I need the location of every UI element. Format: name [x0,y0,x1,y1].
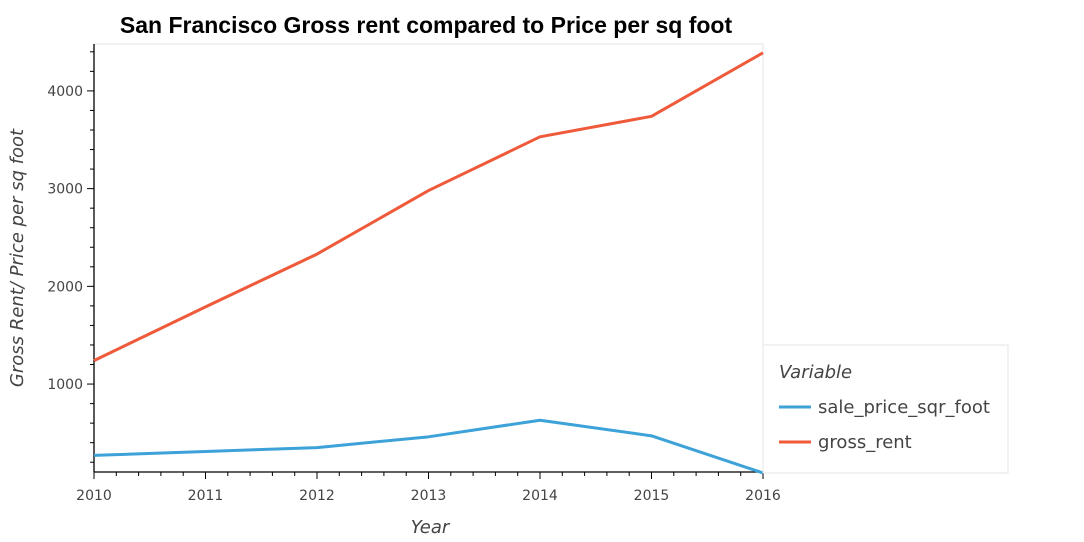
legend-label: gross_rent [818,432,912,453]
series-lines [93,51,764,475]
y-tick-label: 4000 [47,84,83,100]
x-axis-ticks: 2010 2011 2012 2013 2014 2015 2016 [76,472,781,504]
plot-area [93,43,764,473]
y-tick-label: 3000 [47,182,83,198]
series-line-gross-rent [93,51,764,362]
series-line-sale-price-sqr-foot [93,418,764,475]
x-axis-label: Year [411,517,451,538]
x-tick-label: 2010 [76,488,112,504]
x-tick-label: 2015 [634,488,670,504]
legend-box [762,344,1009,474]
y-tick-label: 1000 [47,377,83,393]
y-axis-label: Gross Rent/ Price per sq foot [7,128,28,387]
x-tick-label: 2014 [522,488,558,504]
y-tick-label: 2000 [47,279,83,295]
chart-title: San Francisco Gross rent compared to Pri… [120,12,733,38]
x-tick-label: 2012 [299,488,335,504]
legend-label: sale_price_sqr_foot [818,397,990,418]
legend-title: Variable [779,362,852,383]
x-tick-label: 2013 [411,488,447,504]
x-tick-label: 2011 [188,488,224,504]
x-tick-label: 2016 [745,488,781,504]
legend: Variable sale_price_sqr_foot gross_rent [762,344,1009,474]
y-axis-ticks: 1000 2000 3000 4000 [47,51,94,463]
